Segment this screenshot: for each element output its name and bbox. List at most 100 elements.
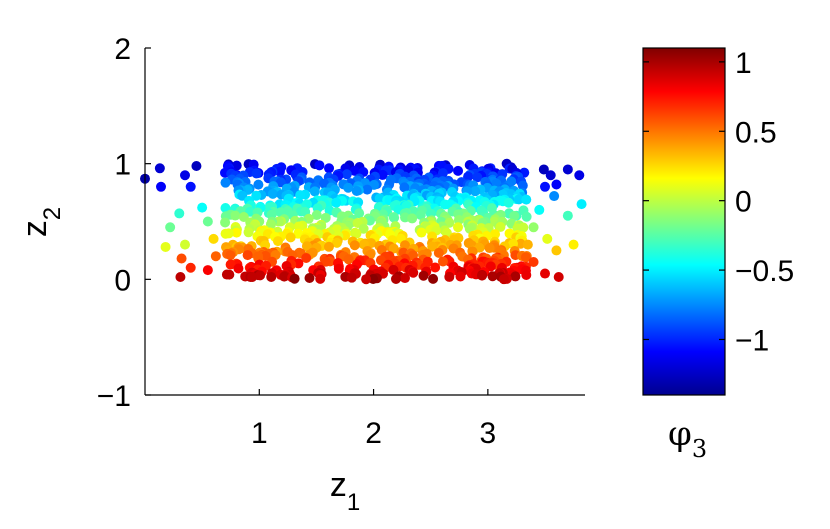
- scatter-point: [362, 184, 373, 195]
- scatter-point: [289, 273, 300, 284]
- scatter-point: [399, 273, 410, 284]
- colorbar-ticks: −1 −0.5 0 0.5 1: [643, 47, 794, 357]
- x-axis-label: z1: [330, 466, 360, 516]
- scatter-point: [185, 262, 196, 273]
- scatter-point: [180, 239, 190, 250]
- x-axis-ticks: 1 2 3: [251, 389, 496, 450]
- scatter-point: [513, 194, 524, 205]
- scatter-point: [521, 270, 532, 281]
- y-axis-ticks: −1 0 1 2: [97, 33, 151, 413]
- scatter-point: [490, 229, 501, 240]
- scatter-point: [415, 210, 426, 221]
- scatter-point: [349, 165, 360, 176]
- scatter-point: [210, 251, 221, 262]
- scatter-point: [509, 210, 520, 221]
- colorbar-tick-label: 0: [735, 186, 752, 219]
- scatter-point: [202, 265, 213, 276]
- scatter-point: [444, 217, 455, 228]
- scatter-point: [351, 228, 362, 239]
- scatter-point: [279, 271, 290, 282]
- scatter-point: [534, 204, 545, 215]
- scatter-point: [551, 245, 562, 256]
- scatter-point: [521, 194, 532, 205]
- scatter-point: [251, 190, 262, 201]
- scatter-point: [416, 227, 427, 238]
- scatter-point: [243, 227, 254, 238]
- scatter-point: [315, 273, 326, 284]
- scatter-point: [174, 208, 185, 219]
- scatter-point: [540, 181, 550, 192]
- scatter-point: [197, 202, 208, 213]
- scatter-point: [375, 255, 386, 266]
- scatter-point: [388, 243, 399, 254]
- scatter-point: [231, 227, 242, 238]
- scatter-point: [331, 237, 342, 248]
- scatter-point: [311, 210, 322, 221]
- scatter-point: [553, 272, 564, 283]
- scatter-point: [407, 213, 418, 224]
- scatter-point: [528, 256, 539, 267]
- scatter-point: [453, 165, 464, 176]
- scatter-points: [140, 158, 587, 285]
- scatter-point: [253, 179, 264, 190]
- scatter-point: [472, 172, 483, 183]
- scatter-point: [324, 163, 335, 174]
- scatter-point: [156, 181, 166, 192]
- scatter-point: [430, 262, 441, 273]
- y-axis-label: z2: [16, 207, 66, 237]
- scatter-point: [266, 272, 277, 283]
- scatter-point: [463, 171, 474, 182]
- scatter-point: [545, 170, 556, 181]
- scatter-point: [551, 179, 562, 190]
- scatter-point: [208, 233, 219, 244]
- scatter-point: [331, 197, 342, 208]
- scatter-point: [346, 272, 357, 283]
- scatter-point: [323, 241, 334, 252]
- scatter-point: [428, 273, 439, 284]
- scatter-point: [510, 271, 521, 282]
- scatter-point: [377, 169, 388, 180]
- scatter-point: [549, 191, 560, 202]
- y-tick-label: 2: [114, 33, 131, 66]
- scatter-point: [522, 239, 533, 250]
- scatter-point: [295, 190, 306, 201]
- scatter-point: [477, 270, 488, 281]
- colorbar: −1 −0.5 0 0.5 1 φ3: [642, 47, 794, 463]
- scatter-point: [242, 250, 253, 261]
- scatter-point: [233, 263, 244, 274]
- scatter-point: [444, 271, 455, 282]
- scatter-point: [389, 212, 400, 223]
- scatter-point: [251, 168, 262, 179]
- colorbar-gradient: [642, 47, 726, 396]
- scatter-point: [314, 160, 325, 171]
- scatter-point: [272, 236, 283, 247]
- y-tick-label: −1: [97, 380, 131, 413]
- scatter-point: [433, 247, 444, 258]
- scatter-point: [528, 222, 539, 233]
- scatter-point: [176, 253, 187, 264]
- scatter-point: [301, 252, 312, 263]
- colorbar-label: φ3: [668, 414, 707, 463]
- scatter-point: [453, 222, 464, 233]
- scatter-point: [521, 211, 532, 222]
- scatter-point: [225, 250, 236, 261]
- scatter-point: [343, 254, 354, 265]
- colorbar-tick-label: 0.5: [735, 116, 777, 149]
- scatter-point: [255, 270, 266, 281]
- scatter-point: [275, 177, 286, 188]
- scatter-point: [418, 270, 429, 281]
- scatter-point: [503, 197, 514, 208]
- scatter-point: [542, 233, 553, 244]
- scatter-point: [191, 160, 202, 171]
- scatter-point: [562, 164, 573, 175]
- scatter-point: [309, 186, 320, 197]
- y-tick-label: 1: [114, 149, 131, 182]
- scatter-point: [154, 163, 165, 174]
- scatter-point: [220, 177, 231, 188]
- scatter-point: [160, 241, 171, 252]
- scatter-point: [495, 221, 506, 232]
- scatter-point: [320, 212, 331, 223]
- scatter-point: [320, 256, 331, 267]
- colorbar-tick-label: −0.5: [735, 255, 794, 288]
- scatter-point: [487, 271, 498, 282]
